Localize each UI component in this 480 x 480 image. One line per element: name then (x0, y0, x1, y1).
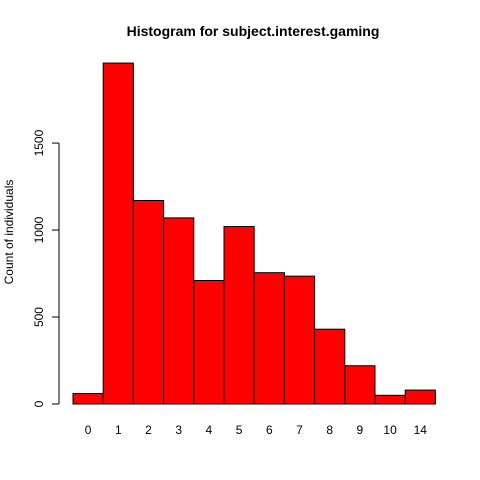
x-tick-label-9: 9 (357, 423, 364, 437)
bar-3 (163, 217, 195, 405)
bar-5 (223, 226, 255, 405)
x-tick-label-0: 0 (85, 423, 92, 437)
chart-title: Histogram for subject.interest.gaming (127, 23, 380, 39)
x-tick-label-14: 14 (414, 423, 428, 437)
y-tick-label-1500: 1500 (32, 129, 46, 156)
bar-6 (253, 272, 285, 405)
bar-7 (283, 275, 316, 405)
x-tick-label-10: 10 (383, 423, 397, 437)
bar-1 (102, 62, 134, 405)
y-tick-label-0: 0 (32, 400, 46, 407)
x-tick-label-7: 7 (296, 423, 303, 437)
y-tick-label-1000: 1000 (32, 216, 46, 243)
x-axis-labels: 0 1 2 3 4 5 6 7 8 9 10 14 (85, 423, 428, 437)
y-axis-label: Count of individuals (2, 180, 16, 285)
bars-group (72, 62, 436, 405)
bar-8 (314, 328, 346, 405)
x-tick-label-1: 1 (115, 423, 122, 437)
x-tick-label-2: 2 (145, 423, 152, 437)
bar-0 (72, 393, 104, 405)
x-tick-label-8: 8 (326, 423, 333, 437)
y-tick-label-500: 500 (32, 307, 46, 327)
y-axis: 0 500 1000 1500 (32, 129, 60, 407)
bar-14 (404, 389, 436, 405)
x-tick-label-5: 5 (236, 423, 243, 437)
x-tick-label-3: 3 (175, 423, 182, 437)
bar-2 (132, 199, 165, 405)
x-tick-label-4: 4 (206, 423, 213, 437)
bar-4 (193, 280, 225, 405)
bar-10 (374, 394, 406, 405)
x-tick-label-6: 6 (266, 423, 273, 437)
bar-9 (344, 365, 376, 405)
